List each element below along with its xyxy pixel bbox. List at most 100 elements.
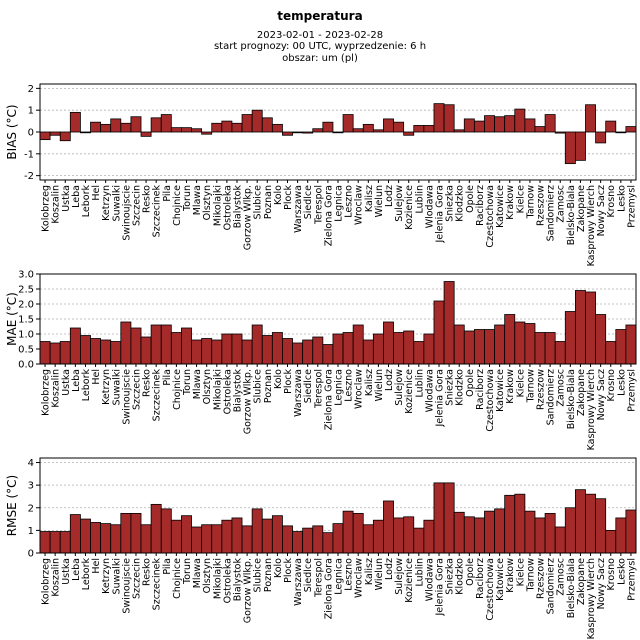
x-tick-label: Szczecinek (152, 369, 163, 422)
x-tick-label: Mikolajki (212, 369, 223, 410)
x-tick-label: Zamosc (556, 558, 567, 596)
bar (191, 128, 203, 133)
bar (615, 329, 627, 365)
x-tick-label: Leszno (344, 369, 355, 402)
bar (433, 103, 445, 133)
bar (140, 524, 152, 554)
bar (463, 118, 475, 133)
x-tick-label: Wielun (374, 558, 385, 590)
bar (59, 531, 71, 554)
x-tick-label: Klodzko (455, 558, 466, 595)
x-tick-label: Wlodawa (424, 369, 435, 412)
x-tick-label: Suwalki (111, 369, 122, 405)
x-tick-label: Slubice (253, 558, 264, 593)
bar (443, 104, 455, 133)
x-tick-label: Bielsko-Biala (566, 185, 577, 245)
bar (39, 531, 51, 554)
bar (160, 324, 172, 365)
y-axis-label: BIAS (°C) (5, 104, 19, 159)
x-tick-label: Plock (283, 369, 294, 394)
x-tick-label: Kasprowy Wierch (586, 558, 597, 639)
bar (90, 522, 102, 554)
x-tick-label: Sulejow (394, 558, 405, 595)
bar (150, 324, 162, 365)
bar (524, 510, 536, 554)
bar (534, 517, 546, 554)
x-tick-label: Mlawa (192, 369, 203, 399)
bar (574, 290, 586, 365)
x-tick-label: Koszalin (51, 369, 62, 408)
x-tick-label: Swinoujscie (121, 558, 132, 614)
x-tick-label: Nowy Sacz (596, 369, 607, 420)
x-tick-label: Kalisz (364, 558, 375, 585)
bar (110, 341, 122, 365)
bar (524, 323, 536, 365)
x-tick-label: Tarnow (525, 369, 536, 404)
bar (181, 327, 192, 365)
bar (110, 524, 122, 554)
x-tick-label: Hel (91, 185, 102, 201)
bar (201, 131, 213, 135)
bar (514, 321, 526, 365)
x-tick-label: Mlawa (192, 558, 203, 588)
bar (352, 324, 364, 365)
x-tick-label: Czestochowa (485, 558, 496, 621)
bar (181, 127, 192, 133)
x-tick-label: Sulejow (394, 185, 405, 222)
x-tick-label: Krosno (606, 369, 617, 402)
bar (332, 333, 344, 365)
x-tick-label: Kielce (515, 369, 526, 398)
bar (120, 321, 132, 365)
bar (191, 339, 203, 365)
bar (221, 519, 233, 554)
bar (302, 131, 314, 134)
bar (453, 511, 465, 554)
x-tick-label: Szczecin (131, 558, 142, 599)
x-tick-label: Lesko (616, 558, 627, 585)
y-tick-label: 4 (28, 458, 34, 469)
bar (504, 494, 516, 554)
bar (393, 332, 405, 365)
x-tick-label: Resko (142, 558, 153, 586)
bar (372, 129, 384, 133)
x-tick-label: Sniezka (445, 558, 456, 595)
bar (322, 344, 334, 365)
x-tick-label: Rzeszow (536, 558, 547, 599)
x-tick-label: Resko (142, 185, 153, 213)
bar (69, 111, 81, 133)
x-tick-label: Przemysl (626, 185, 637, 228)
bar (80, 335, 91, 365)
bar (241, 339, 253, 365)
bar (241, 525, 253, 554)
bar (221, 120, 233, 133)
bias-panel: -2 -1 0 1 2 Kolobrzeg Koszalin Ustka Leba Lebork H… (5, 83, 637, 266)
x-tick-label: Slubice (253, 369, 264, 404)
y-tick-label: 1.5 (18, 315, 34, 326)
bar (332, 523, 344, 554)
bar (484, 329, 495, 365)
bar (282, 338, 293, 365)
bar (352, 128, 364, 133)
y-tick-label: 2.0 (18, 300, 34, 311)
x-tick-label: Legnica (334, 185, 345, 222)
bar (110, 118, 122, 133)
x-tick-label: Rzeszow (536, 185, 547, 226)
y-tick-label: 0 (28, 128, 34, 139)
bar (292, 131, 304, 134)
bar (342, 510, 354, 554)
x-tick-label: Torun (182, 558, 193, 585)
bar (585, 104, 596, 133)
bar (504, 314, 516, 365)
y-tick-label: 0.0 (18, 360, 34, 371)
bar (201, 524, 213, 554)
y-tick-label: 1 (28, 106, 34, 117)
x-tick-label: Opole (465, 369, 476, 397)
x-tick-label: Katowice (495, 369, 506, 412)
bar (39, 131, 51, 141)
x-tick-label: Terespol (313, 185, 324, 225)
bar (574, 131, 586, 161)
bar (231, 333, 243, 365)
x-tick-label: Olsztyn (202, 185, 213, 220)
x-tick-label: Kielce (515, 185, 526, 214)
x-tick-label: Lublin (414, 369, 425, 397)
